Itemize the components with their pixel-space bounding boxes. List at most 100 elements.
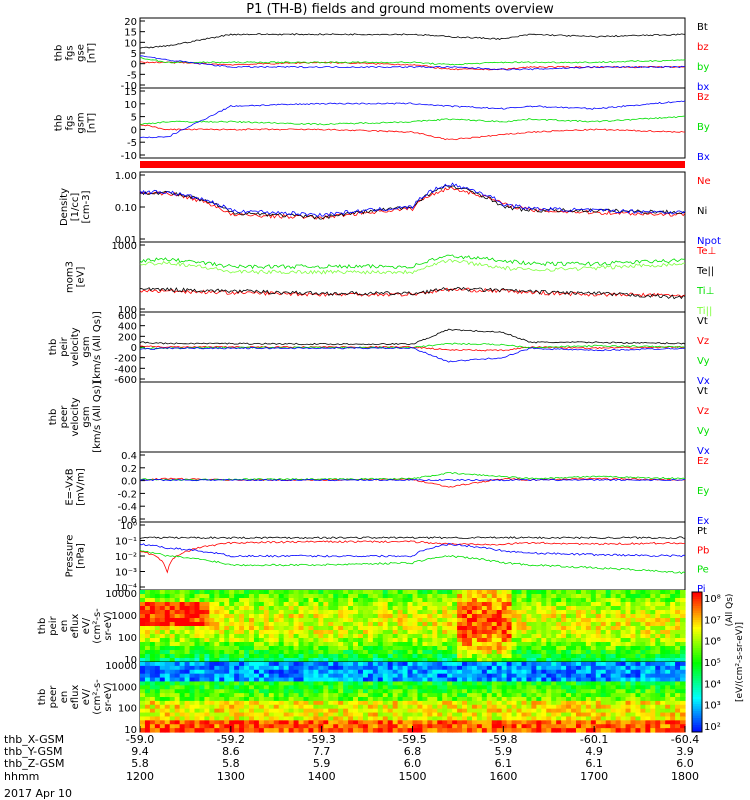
spectrogram-cell [506, 618, 513, 623]
spectrogram-cell [174, 606, 181, 611]
spectrogram-cell [645, 638, 651, 643]
spectrogram-cell [635, 712, 642, 718]
spectrogram-cell [397, 654, 404, 659]
ylabel-line: en [59, 691, 70, 704]
spectrogram-cell [452, 590, 458, 595]
spectrogram-cell [199, 626, 206, 631]
ylabel-line: thb [54, 45, 65, 62]
spectrogram-cell [432, 669, 438, 675]
spectrogram-cell [372, 598, 379, 603]
spectrogram-cell [348, 626, 354, 631]
series-te [139, 286, 686, 300]
spectrogram-cell [422, 598, 428, 603]
spectrogram-cell [511, 618, 518, 623]
spectrogram-cell [358, 704, 364, 710]
spectrogram-cell [556, 689, 562, 694]
spectrogram-cell [501, 685, 508, 690]
spectrogram-cell [387, 669, 394, 675]
spectrogram-cell [566, 689, 572, 694]
spectrogram-cell [486, 602, 493, 607]
spectrogram-cell [184, 708, 191, 714]
spectrogram-cell [427, 700, 433, 706]
spectrogram-cell [140, 606, 146, 611]
spectrogram-cell [397, 728, 404, 733]
spectrogram-cell [571, 626, 577, 631]
spectrogram-cell [140, 634, 146, 639]
spectrogram-cell [501, 598, 508, 603]
spectrogram-cell [536, 693, 542, 698]
spectrogram-cell [585, 724, 592, 729]
spectrogram-cell [318, 654, 324, 659]
spectrogram-cell [219, 602, 225, 607]
ylabel-line: [eV] [76, 267, 87, 288]
spectrogram-cell [615, 630, 622, 635]
spectrogram-cell [159, 681, 166, 686]
spectrogram-cell [224, 669, 230, 675]
spectrogram-cell [585, 642, 592, 647]
spectrogram-cell [551, 598, 557, 603]
spectrogram-cell [670, 638, 676, 643]
spectrogram-cell [199, 642, 206, 647]
spectrogram-cell [457, 634, 463, 639]
spectrogram-cell [516, 685, 523, 690]
spectrogram-cell [174, 716, 181, 721]
spectrogram-cell [655, 728, 661, 733]
spectrogram-cell [625, 658, 632, 663]
spectrogram-cell [249, 677, 255, 683]
spectrogram-cell [546, 590, 552, 595]
ylabel-line: gse [76, 44, 87, 62]
spectrogram-cell [219, 626, 225, 631]
spectrogram-cell [670, 689, 676, 694]
spectrogram-cell [546, 650, 552, 655]
spectrogram-cell [219, 697, 225, 702]
spectrogram-cell [298, 610, 305, 615]
spectrogram-cell [204, 646, 210, 651]
spectrogram-cell [640, 697, 646, 702]
spectrogram-cell [595, 689, 602, 694]
colorbar-cell [692, 620, 702, 623]
spectrogram-cell [214, 654, 220, 659]
spectrogram-cell [521, 693, 528, 698]
spectrogram-cell [283, 614, 290, 619]
spectrogram-cell [407, 626, 414, 631]
spectrogram-cell [491, 658, 498, 663]
spectrogram-cell [600, 700, 607, 706]
spectrogram-cell [263, 642, 270, 647]
spectrogram-cell [605, 642, 612, 647]
spectrogram-cell [600, 590, 607, 595]
spectrogram-cell [576, 728, 582, 733]
spectrogram-cell [253, 720, 260, 725]
spectrogram-cell [179, 677, 186, 683]
spectrogram-cell [452, 662, 458, 667]
spectrogram-cell [432, 638, 438, 643]
spectrogram-cell [298, 669, 305, 675]
spectrogram-cell [580, 662, 587, 667]
spectrogram-cell [278, 720, 285, 725]
spectrogram-cell [417, 634, 424, 639]
spectrogram-cell [209, 590, 215, 595]
spectrogram-cell [571, 697, 577, 702]
spectrogram-cell [655, 700, 661, 706]
spectrogram-cell [249, 610, 255, 615]
spectrogram-cell [571, 650, 577, 655]
spectrogram-cell [471, 614, 478, 619]
spectrogram-cell [204, 642, 210, 647]
spectrogram-cell [249, 704, 255, 710]
spectrogram-cell [665, 693, 671, 698]
spectrogram-cell [298, 650, 305, 655]
spectrogram-cell [635, 689, 642, 694]
spectrogram-cell [526, 665, 533, 671]
spectrogram-cell [313, 662, 319, 667]
spectrogram-cell [516, 665, 523, 671]
spectrogram-cell [179, 598, 186, 603]
spectrogram-cell [159, 602, 166, 607]
spectrogram-cell [149, 708, 156, 714]
spectrogram-cell [506, 638, 513, 643]
spectrogram-cell [506, 646, 513, 651]
spectrogram-cell [680, 669, 686, 675]
spectrogram-cell [194, 677, 201, 683]
xaxis-tick-value: 1700 [580, 770, 608, 783]
spectrogram-cell [491, 630, 498, 635]
spectrogram-cell [655, 697, 661, 702]
spectrogram-cell [348, 716, 354, 721]
